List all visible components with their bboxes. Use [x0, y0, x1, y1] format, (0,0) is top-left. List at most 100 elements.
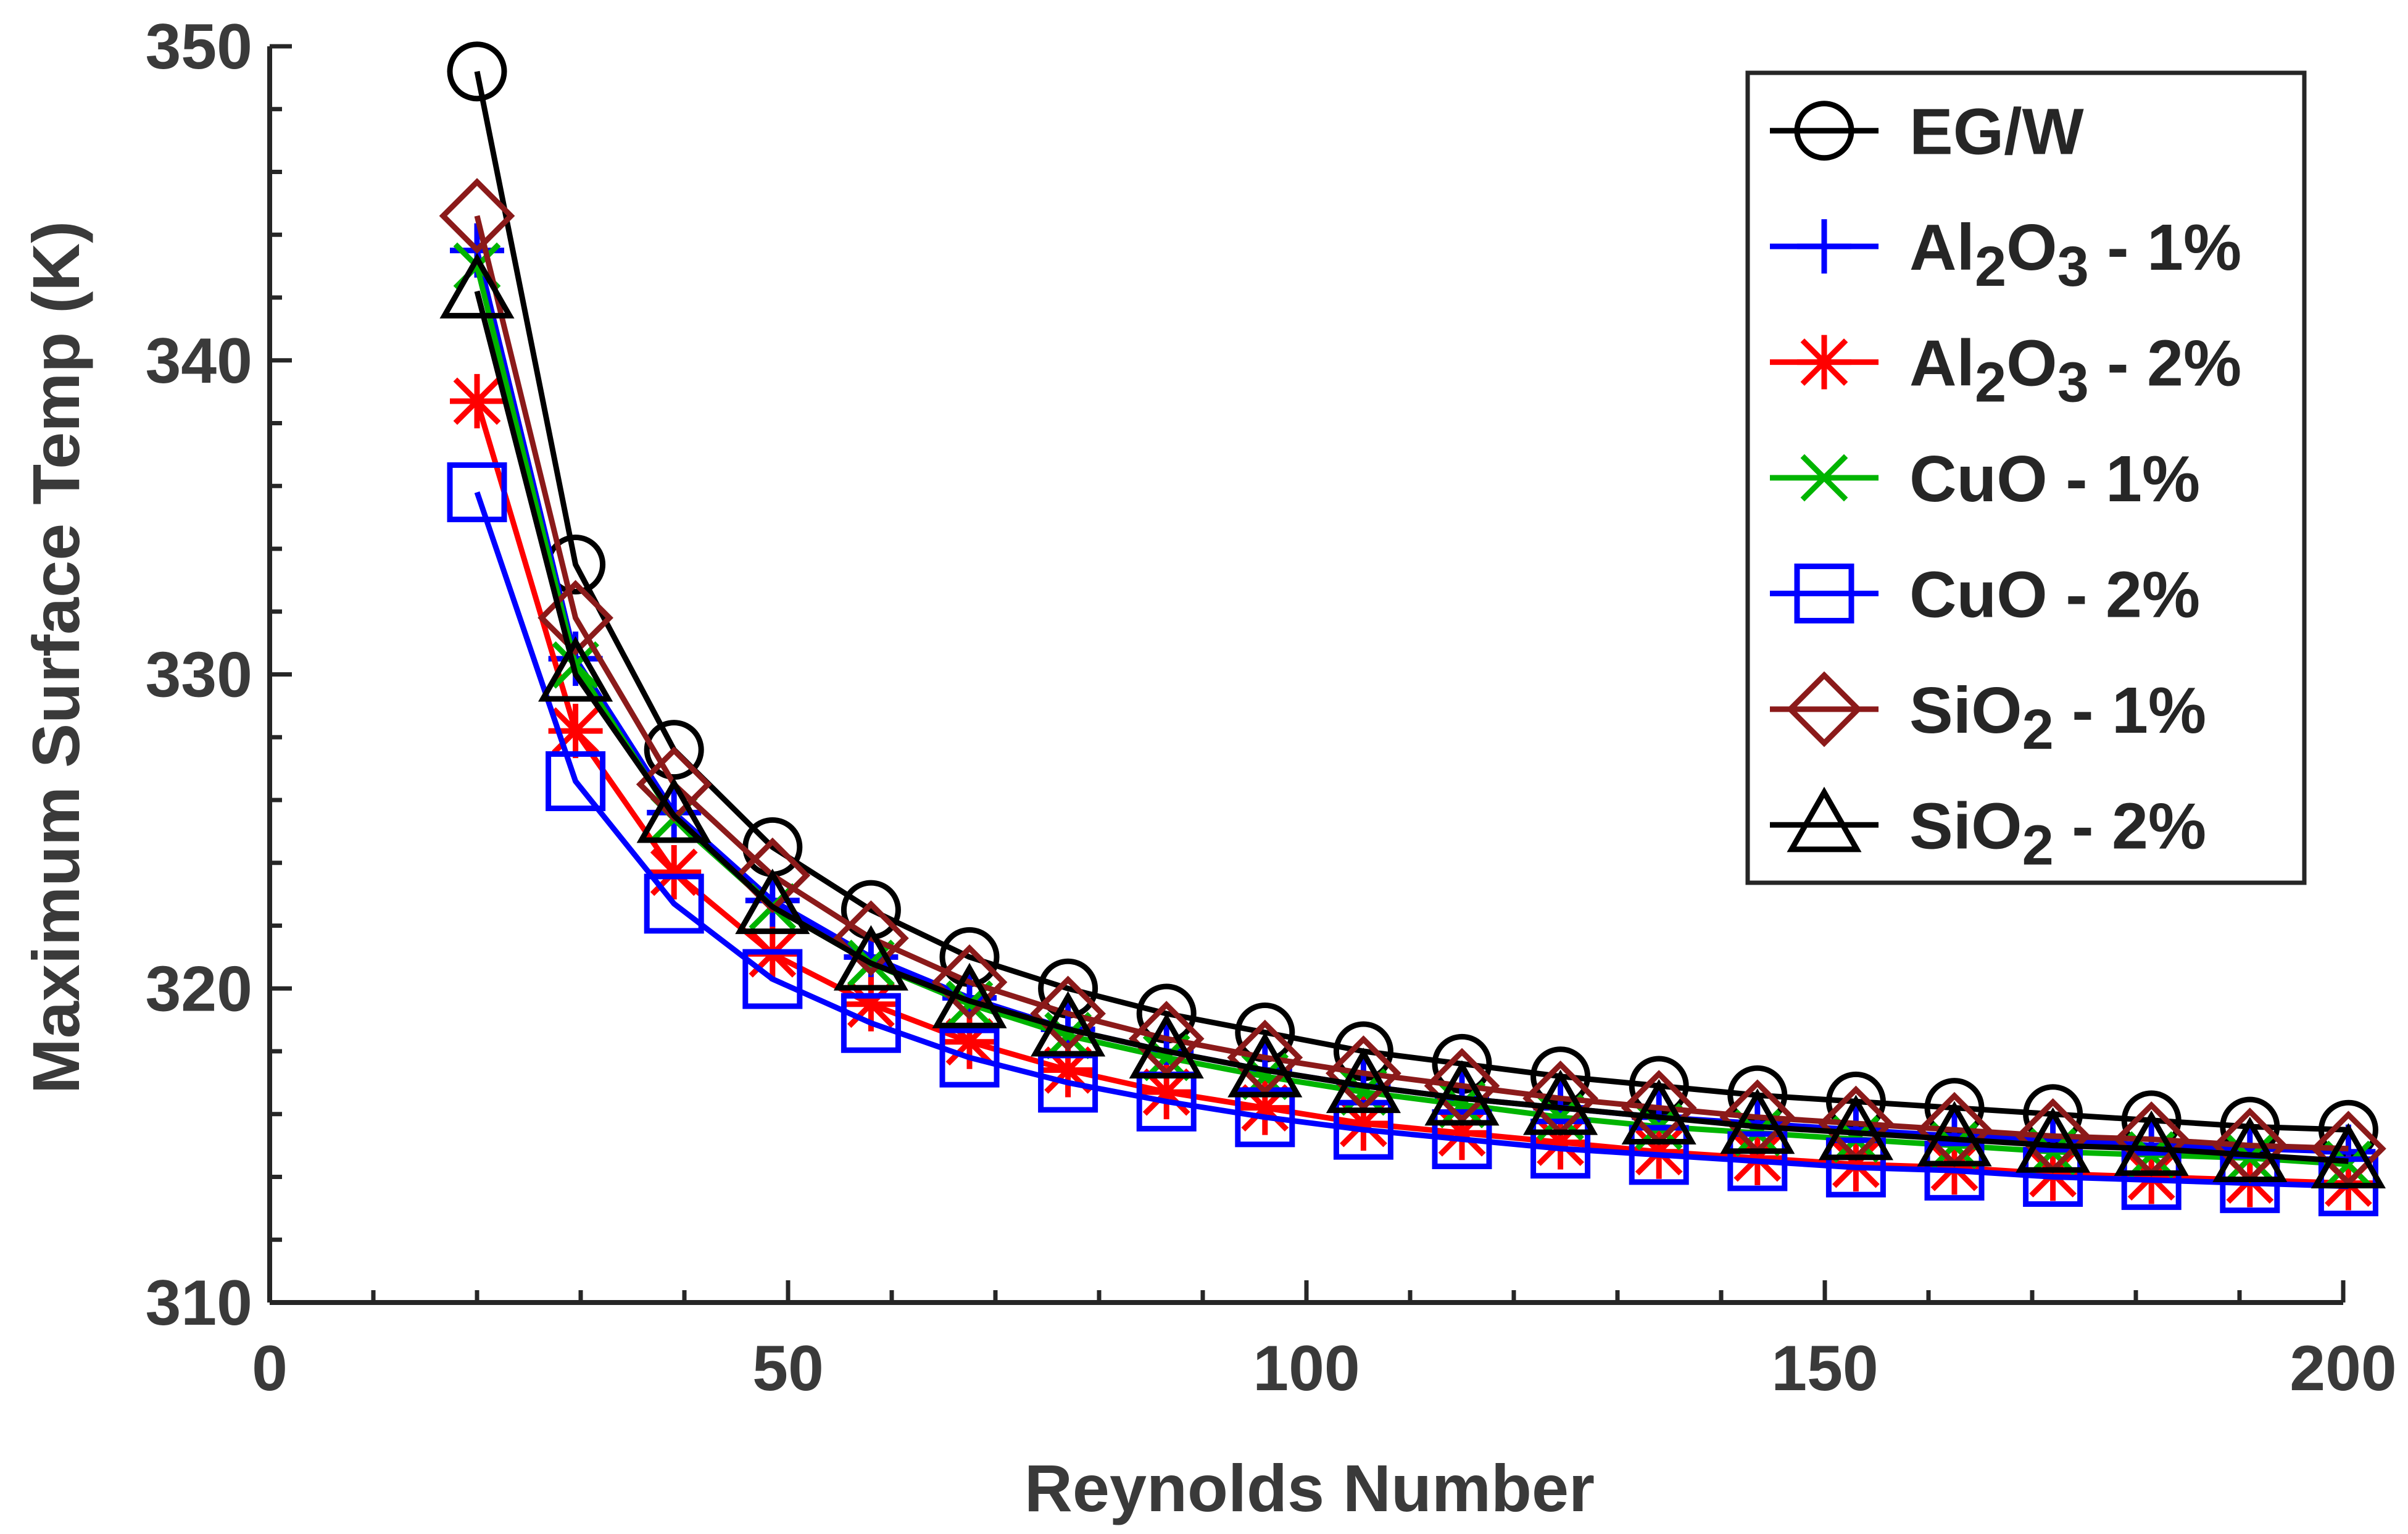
legend: EG/W Al2O3 - 1% Al2O3 - 2% CuO - 1% CuO - 2%… — [1745, 70, 2307, 885]
data-point — [1227, 1032, 1303, 1098]
data-point — [1917, 1101, 1992, 1167]
data-point — [1818, 1094, 1893, 1161]
x-tick-label: 50 — [752, 1333, 824, 1404]
data-point — [932, 962, 1007, 1028]
legend-label: CuO - 2% — [1909, 558, 2200, 631]
data-point — [1533, 1115, 1588, 1170]
legend-entry: SiO2 - 1% — [1770, 671, 2206, 761]
x-tick-label: 200 — [2290, 1333, 2397, 1404]
data-point — [1924, 1140, 1985, 1201]
series-line — [474, 215, 2349, 1152]
data-point — [2212, 1117, 2288, 1182]
data-point — [2310, 1111, 2386, 1187]
legend-label: Al2O3 - 2% — [1909, 327, 2241, 414]
data-point — [2023, 1147, 2083, 1207]
data-point — [1040, 1043, 1095, 1098]
x-tick-label: 0 — [252, 1333, 288, 1404]
y-tick-label: 320 — [145, 953, 252, 1025]
y-tick-label: 330 — [145, 640, 252, 711]
y-tick-label: 350 — [145, 11, 252, 83]
series-layer — [439, 41, 2386, 1217]
data-point — [844, 977, 899, 1032]
data-point — [942, 1014, 997, 1069]
data-point — [1227, 1019, 1303, 1096]
data-point — [644, 720, 704, 780]
legend-entry: EG/W — [1770, 96, 2084, 169]
data-point — [939, 1027, 1000, 1088]
data-point — [538, 580, 613, 656]
data-point — [1326, 1048, 1401, 1114]
legend-label: EG/W — [1909, 96, 2084, 169]
data-point — [647, 845, 702, 900]
legend-marker — [1797, 219, 1851, 274]
data-point — [1632, 1124, 1687, 1179]
data-point — [1523, 1069, 1598, 1135]
legend-entry: Al2O3 - 2% — [1770, 327, 2241, 414]
y-axis-label: Maximum Surface Temp (K) — [19, 221, 93, 1094]
data-point — [2310, 1123, 2386, 1189]
data-point — [1128, 1001, 1205, 1077]
data-point — [1435, 1106, 1489, 1161]
x-axis-label: Reynolds Number — [1024, 1451, 1595, 1525]
data-point — [735, 869, 810, 935]
legend-entry: CuO - 1% — [1770, 443, 2200, 515]
legend-marker — [1794, 563, 1854, 623]
data-point — [1424, 1060, 1500, 1126]
y-tick-label: 340 — [145, 325, 252, 397]
data-point — [1727, 1131, 1788, 1191]
data-point — [450, 373, 504, 428]
data-point — [636, 777, 712, 843]
data-point — [1031, 991, 1106, 1057]
data-point — [2121, 1150, 2182, 1211]
data-point — [1629, 1125, 1689, 1185]
axes-layer: 0 50 100 150 200 310 320 330 340 350 — [145, 11, 2396, 1404]
data-point — [1333, 1099, 1393, 1160]
data-point — [1720, 1088, 1795, 1154]
legend-label: CuO - 1% — [1909, 443, 2200, 515]
legend-entry: Al2O3 - 1% — [1770, 211, 2241, 298]
legend-entry: SiO2 - 2% — [1770, 786, 2206, 877]
data-point — [2016, 1107, 2091, 1173]
data-point — [1030, 975, 1106, 1052]
data-point — [833, 925, 908, 991]
data-point — [546, 751, 606, 811]
legend-marker — [1797, 335, 1851, 390]
data-point — [447, 462, 507, 522]
data-point — [1530, 1119, 1591, 1179]
data-point — [1237, 1080, 1292, 1135]
x-tick-label: 150 — [1771, 1333, 1879, 1404]
series-4 — [447, 462, 2378, 1217]
legend-entry: CuO - 2% — [1770, 558, 2200, 631]
data-point — [833, 900, 909, 977]
data-point — [742, 949, 803, 1009]
series-6 — [439, 252, 2386, 1189]
y-tick-label: 310 — [145, 1267, 252, 1339]
data-point — [439, 252, 515, 319]
legend-marker — [1794, 101, 1854, 161]
data-point — [1432, 1109, 1492, 1169]
data-point — [931, 944, 1008, 1020]
data-point — [1825, 1137, 1886, 1198]
data-point — [1336, 1096, 1391, 1151]
data-point — [1139, 1065, 1194, 1120]
data-point — [2114, 1110, 2189, 1176]
data-point — [1129, 1013, 1204, 1079]
data-point — [1326, 1035, 1401, 1111]
data-point — [548, 704, 603, 759]
legend-label: SiO2 - 2% — [1909, 790, 2206, 877]
legend-label: Al2O3 - 1% — [1909, 211, 2241, 298]
data-point — [447, 41, 507, 102]
legend-marker — [1787, 786, 1862, 852]
data-point — [841, 993, 901, 1053]
legend-marker — [1800, 454, 1848, 502]
data-point — [1424, 1048, 1500, 1124]
data-point — [644, 873, 704, 934]
series-line — [474, 491, 2349, 1190]
data-point — [538, 636, 613, 702]
x-tick-label: 100 — [1253, 1333, 1360, 1404]
legend-marker — [1786, 671, 1862, 748]
data-point — [1829, 1137, 1883, 1192]
legend-label: SiO2 - 1% — [1909, 674, 2206, 761]
data-point — [1730, 1130, 1785, 1185]
